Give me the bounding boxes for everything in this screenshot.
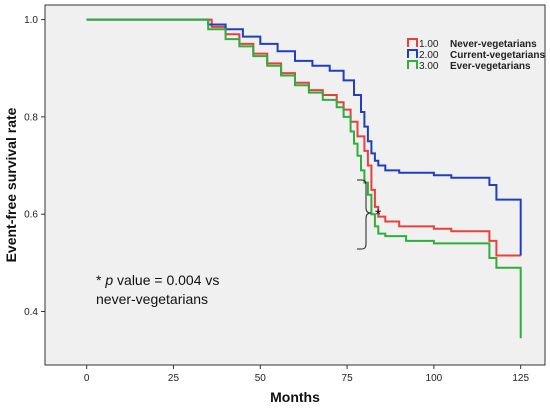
legend-swatch bbox=[407, 49, 418, 58]
y-tick-label: 0.4 bbox=[24, 307, 38, 318]
legend-code: 2.00 bbox=[419, 50, 439, 61]
significance-bracket bbox=[357, 179, 372, 250]
x-tick-label: 100 bbox=[426, 373, 443, 384]
y-axis-title: Event-free survival rate bbox=[3, 107, 19, 262]
survival-line-current-vegetarians bbox=[86, 18, 522, 256]
y-tick-label: 1.0 bbox=[24, 15, 38, 26]
x-axis-title: Months bbox=[270, 389, 320, 405]
axis-ticks: 0 25 50 75 100 125 0.4 0.6 0.8 1.0 bbox=[24, 15, 529, 384]
plot-area bbox=[44, 4, 546, 366]
legend-code: 1.00 bbox=[419, 39, 439, 50]
survival-curves bbox=[86, 18, 522, 339]
p-value-annotation: * p value = 0.004 vs bbox=[96, 272, 219, 288]
legend-label: Never-vegetarians bbox=[450, 39, 537, 50]
x-tick-label: 0 bbox=[84, 373, 90, 384]
survival-line-ever-vegetarians bbox=[86, 18, 522, 339]
annotation-prefix: * bbox=[96, 272, 105, 288]
x-tick-label: 75 bbox=[342, 373, 354, 384]
annotation-p: p bbox=[104, 272, 113, 288]
legend-swatch bbox=[407, 38, 418, 47]
x-tick-label: 25 bbox=[168, 373, 180, 384]
legend-code: 3.00 bbox=[419, 61, 439, 72]
y-tick-label: 0.6 bbox=[24, 210, 38, 221]
p-value-annotation-line2: never-vegetarians bbox=[96, 291, 208, 307]
x-tick-label: 50 bbox=[255, 373, 267, 384]
y-tick-label: 0.8 bbox=[24, 112, 38, 123]
legend-swatch bbox=[407, 60, 418, 69]
legend-label: Current-vegetarians bbox=[450, 50, 545, 61]
legend: 1.00 Never-vegetarians 2.00 Current-vegetar… bbox=[407, 38, 545, 72]
legend-label: Ever-vegetarians bbox=[450, 61, 531, 72]
x-tick-label: 125 bbox=[512, 373, 529, 384]
annotation-suffix: value = 0.004 vs bbox=[113, 272, 219, 288]
significance-star: * bbox=[375, 207, 381, 224]
